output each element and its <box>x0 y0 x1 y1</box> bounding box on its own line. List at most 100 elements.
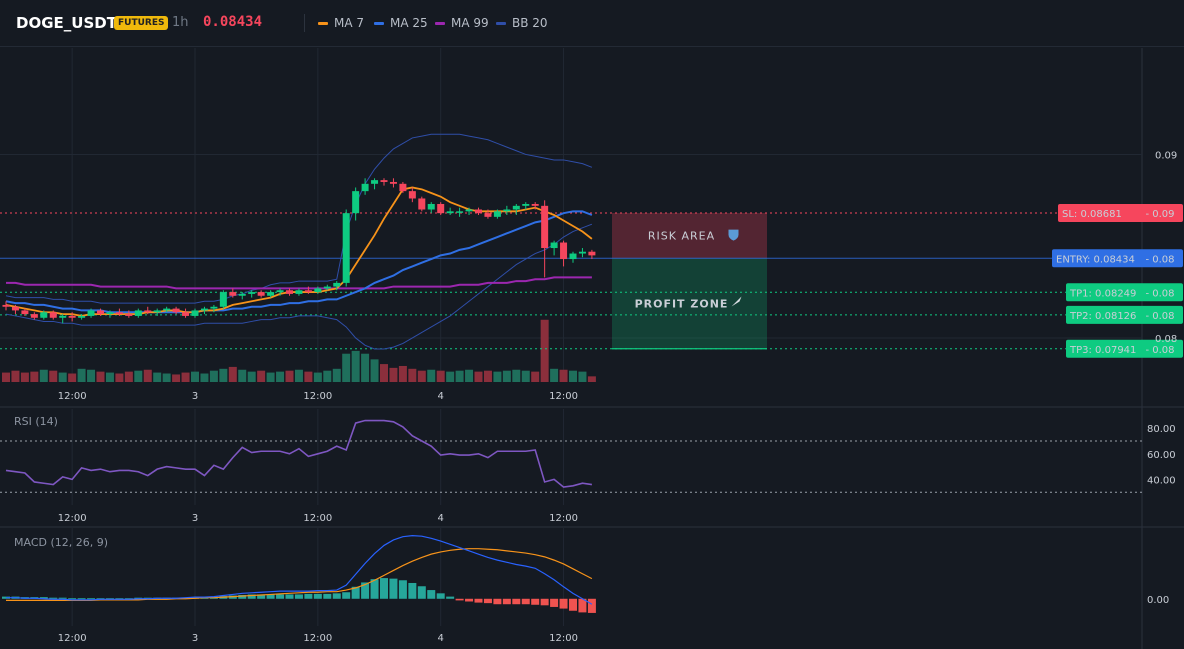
level-label-tp[interactable]: TP3: 0.07941 - 0.08 <box>1066 339 1183 358</box>
volume-bar <box>455 370 464 382</box>
candle-body <box>465 209 473 212</box>
candle-body <box>352 191 360 214</box>
candle-body <box>2 304 10 307</box>
candle-body <box>248 292 256 294</box>
macd-histogram-bar <box>342 592 351 599</box>
macd-histogram-bar <box>483 598 492 604</box>
macd-histogram-bar <box>540 598 549 606</box>
candle-body <box>153 310 161 313</box>
candle-body <box>484 213 492 217</box>
candle-body <box>371 180 379 184</box>
candle-body <box>115 312 123 315</box>
legend-ma7[interactable]: MA 7 <box>318 16 364 30</box>
volume-bar <box>342 353 351 382</box>
candle-body <box>399 183 407 192</box>
macd-histogram-bar <box>276 594 285 599</box>
level-badge <box>1066 283 1183 302</box>
volume-bar <box>257 370 266 382</box>
volume-bar <box>361 353 370 382</box>
candle-body <box>97 310 104 315</box>
volume-bar <box>493 371 502 382</box>
volume-bar <box>58 372 67 382</box>
timeframe-label[interactable]: 1h <box>172 15 189 30</box>
volume-bar <box>162 373 171 382</box>
volume-bar <box>105 372 114 382</box>
candle-body <box>314 288 322 293</box>
legend-swatch <box>496 22 506 25</box>
macd-histogram-bar <box>389 578 398 599</box>
macd-line <box>6 535 593 605</box>
macd-histogram-bar <box>569 598 577 611</box>
rsi-title: RSI (14) <box>14 415 58 428</box>
candle-body <box>163 308 171 311</box>
header-divider <box>304 14 305 32</box>
volume-bar <box>465 369 474 382</box>
candle-body <box>503 209 511 212</box>
rocket-icon <box>731 296 742 307</box>
macd-histogram-bar <box>332 593 341 599</box>
candle-body <box>30 314 38 318</box>
level-axis-value: - 0.09 <box>1145 209 1174 220</box>
candle-body <box>68 315 76 318</box>
legend-ma99[interactable]: MA 99 <box>435 16 489 30</box>
macd-histogram-bar <box>370 579 379 599</box>
candle-body <box>134 310 142 316</box>
last-price: 0.08434 <box>203 14 263 30</box>
macd-histogram-bar <box>68 598 77 600</box>
legend-ma25[interactable]: MA 25 <box>374 16 428 30</box>
candle-body <box>267 292 275 296</box>
candle-body <box>418 198 426 210</box>
macd-title: MACD (12, 26, 9) <box>14 536 108 549</box>
macd-histogram-bar <box>408 582 417 599</box>
volume-bar <box>153 372 162 382</box>
volume-bar <box>219 368 228 382</box>
risk-area-label: RISK AREA <box>648 230 715 243</box>
macd-histogram-bar <box>77 598 86 600</box>
macd-histogram-bar <box>266 594 275 599</box>
time-axis-tick: 12:00 <box>549 391 578 402</box>
macd-histogram-bar <box>531 598 540 605</box>
volume-bar <box>408 368 417 382</box>
time-axis-tick: 4 <box>438 391 444 402</box>
ma99-line <box>6 276 592 290</box>
volume-bar <box>417 370 426 382</box>
candle-body <box>493 211 501 217</box>
candle-body <box>210 306 218 309</box>
volume-bar <box>313 372 322 382</box>
time-axis-tick: 12:00 <box>303 391 332 402</box>
candle-body <box>172 308 180 313</box>
candle-body <box>323 286 331 289</box>
level-label-entry[interactable]: ENTRY: 0.08434 - 0.08 <box>1052 249 1183 268</box>
level-label-sl[interactable]: SL: 0.08681 - 0.09 <box>1058 203 1183 222</box>
symbol-title[interactable]: DOGE_USDT <box>16 14 117 32</box>
candle-body <box>106 312 114 315</box>
candle-body <box>541 205 549 249</box>
candle-body <box>578 251 586 254</box>
macd-histogram-bar <box>361 582 370 599</box>
level-text: ENTRY: 0.08434 <box>1056 254 1135 265</box>
macd-histogram-bar <box>436 593 445 599</box>
volume-bar <box>389 367 398 382</box>
level-label-tp[interactable]: TP1: 0.08249 - 0.08 <box>1066 283 1183 302</box>
risk-zone <box>612 212 767 259</box>
volume-bar <box>247 371 256 382</box>
level-axis-value: - 0.08 <box>1145 345 1174 356</box>
bb-lower-line <box>5 223 593 350</box>
volume-bar <box>87 369 96 382</box>
macd-histogram-bar <box>502 598 511 605</box>
level-label-tp[interactable]: TP2: 0.08126 - 0.08 <box>1066 305 1183 324</box>
candle-body <box>446 211 454 214</box>
candle-body <box>229 292 237 296</box>
volume-bar <box>49 370 58 382</box>
legend-bb20[interactable]: BB 20 <box>496 16 548 30</box>
macd-histogram-bar <box>257 594 266 599</box>
time-axis-tick: 12:00 <box>549 633 578 644</box>
level-axis-value: - 0.08 <box>1145 288 1174 299</box>
volume-bar <box>446 371 455 382</box>
candle-body <box>569 253 577 260</box>
volume-bar <box>304 371 313 382</box>
rsi-axis-tick: 60.00 <box>1147 450 1176 461</box>
volume-bar <box>2 372 10 382</box>
candle-body <box>125 314 133 316</box>
